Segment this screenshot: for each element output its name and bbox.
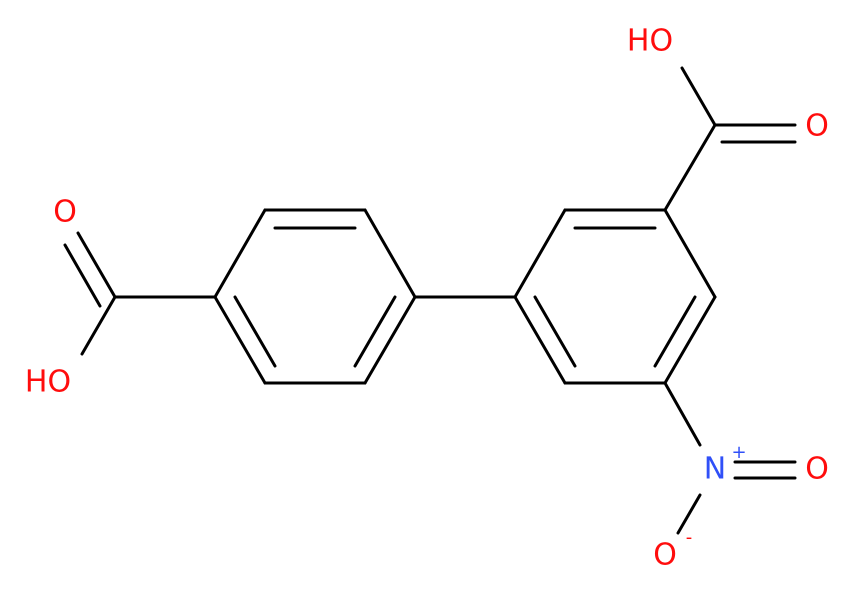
atom-label: O (653, 538, 677, 573)
atom-label: N (704, 452, 726, 487)
atom-label: O (805, 452, 829, 487)
atom-label: HO (627, 24, 673, 59)
atom-label: HO (25, 365, 71, 400)
atom-charge: + (731, 442, 746, 463)
atom-charge: - (686, 527, 693, 548)
atom-label: O (805, 109, 829, 144)
bonds (63, 66, 797, 535)
atom-label: O (53, 195, 77, 230)
